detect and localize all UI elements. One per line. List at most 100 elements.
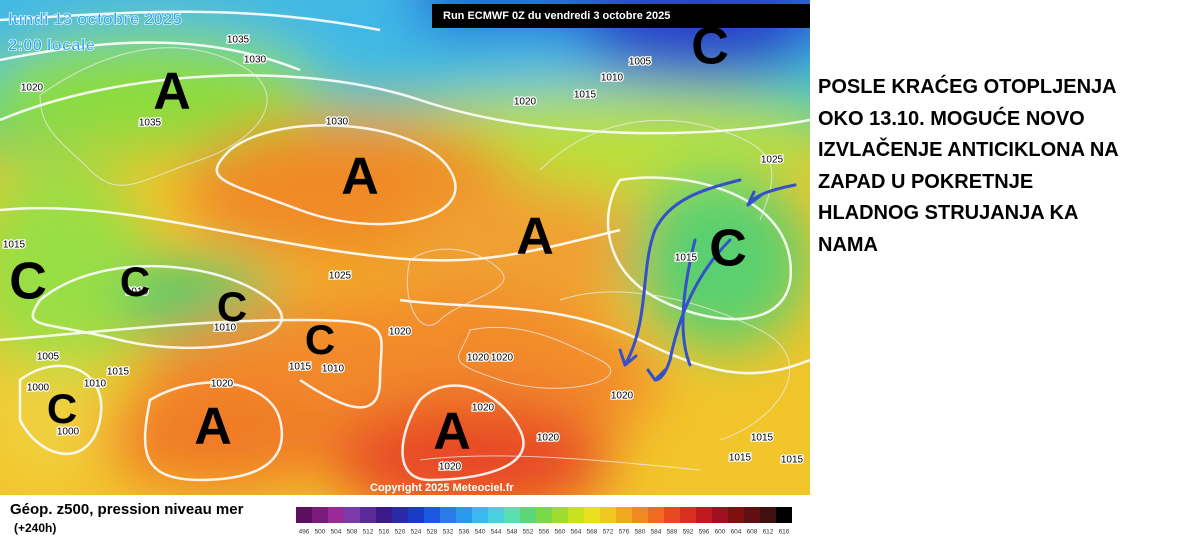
color-swatch <box>776 507 792 523</box>
scale-label: 592 <box>683 529 694 536</box>
isobar-label: 1020 <box>439 462 462 473</box>
isobar-label: 1010 <box>322 364 345 375</box>
color-swatch <box>488 507 504 523</box>
isobar-label: 1035 <box>139 118 162 129</box>
color-swatch <box>344 507 360 523</box>
isobar-label: 1000 <box>57 427 80 438</box>
scale-label: 532 <box>443 529 454 536</box>
weather-map: Run ECMWF 0Z du vendredi 3 octobre 2025 … <box>0 0 810 495</box>
color-swatch <box>520 507 536 523</box>
isobar-label: 1020 <box>491 353 514 364</box>
scale-label: 612 <box>763 529 774 536</box>
color-swatch <box>728 507 744 523</box>
color-swatch <box>392 507 408 523</box>
time-label: 2:00 locale <box>8 35 95 54</box>
color-swatch <box>760 507 776 523</box>
color-swatch <box>680 507 696 523</box>
pressure-system: A <box>153 63 191 121</box>
scale-label: 500 <box>315 529 326 536</box>
color-swatch <box>424 507 440 523</box>
isobar-label: 1015 <box>675 253 698 264</box>
isobar-label: 1010 <box>126 287 149 298</box>
scale-label: 556 <box>539 529 550 536</box>
isobar-label: 1020 <box>211 379 234 390</box>
scale-label: 496 <box>299 529 310 536</box>
scale-label: 560 <box>555 529 566 536</box>
isobar-label: 1035 <box>227 35 250 46</box>
hand-drawn-arrows <box>618 178 797 382</box>
pressure-system: C <box>217 283 247 330</box>
scale-label: 536 <box>459 529 470 536</box>
scale-label: 508 <box>347 529 358 536</box>
field <box>0 0 810 495</box>
scale-label: 608 <box>747 529 758 536</box>
pressure-system: C <box>120 258 150 305</box>
isobar-label: 1015 <box>729 453 752 464</box>
scale-label: 616 <box>779 529 790 536</box>
pressure-system: A <box>516 208 554 266</box>
scale-label: 572 <box>603 529 614 536</box>
isobar-label: 1005 <box>629 57 652 68</box>
legend: Géop. z500, pression niveau mer (+240h) … <box>10 501 792 536</box>
color-swatch <box>616 507 632 523</box>
scale-label: 596 <box>699 529 710 536</box>
color-swatch <box>296 507 312 523</box>
note-line: NAMA <box>818 233 878 256</box>
scale-label: 564 <box>571 529 582 536</box>
color-swatch <box>472 507 488 523</box>
pressure-system: C <box>9 253 47 311</box>
isobar-label: 1015 <box>751 433 774 444</box>
pressure-system: C <box>709 220 747 278</box>
isobar-label: 1015 <box>289 362 312 373</box>
isobar-label: 1000 <box>27 383 50 394</box>
copyright: Copyright 2025 Meteociel.fr <box>370 482 514 494</box>
color-swatch <box>360 507 376 523</box>
color-swatch <box>664 507 680 523</box>
isobars <box>0 10 810 482</box>
scale-label: 504 <box>331 529 342 536</box>
scale-label: 600 <box>715 529 726 536</box>
scale-label: 588 <box>667 529 678 536</box>
isobar-label: 1015 <box>574 90 597 101</box>
pressure-system: C <box>691 18 729 76</box>
isobar-label: 1015 <box>3 240 26 251</box>
note-line: OKO 13.10. MOGUĆE NOVO <box>818 107 1085 130</box>
scale-label: 540 <box>475 529 486 536</box>
scale-label: 576 <box>619 529 630 536</box>
color-swatch <box>648 507 664 523</box>
isobar-label: 1020 <box>472 403 495 414</box>
isobar-label: 1015 <box>781 455 804 466</box>
note-line: HLADNOG STRUJANJA KA <box>818 202 1079 224</box>
color-swatch <box>312 507 328 523</box>
lead-time: (+240h) <box>14 521 56 535</box>
pressure-system: C <box>305 316 335 363</box>
color-swatch <box>632 507 648 523</box>
scale-label: 584 <box>651 529 662 536</box>
color-swatch <box>552 507 568 523</box>
isobar-label: 1030 <box>326 117 349 128</box>
color-swatch <box>584 507 600 523</box>
color-swatch <box>504 507 520 523</box>
run-label: Run ECMWF 0Z du vendredi 3 octobre 2025 <box>443 10 670 22</box>
isobar-label: 1010 <box>84 379 107 390</box>
pressure-system: A <box>433 403 471 461</box>
color-swatch <box>456 507 472 523</box>
color-swatch <box>376 507 392 523</box>
scale-label: 580 <box>635 529 646 536</box>
isobar-label: 1020 <box>611 391 634 402</box>
isobar-label: 1020 <box>21 83 44 94</box>
isobar-label: 1020 <box>467 353 490 364</box>
scale-label: 528 <box>427 529 438 536</box>
date-label: lundi 13 octobre 2025 <box>8 9 182 28</box>
note-line: ZAPAD U POKRETNJE <box>818 170 1034 193</box>
color-swatch <box>696 507 712 523</box>
isobar-label: 1025 <box>761 155 784 166</box>
color-swatch <box>440 507 456 523</box>
color-swatch <box>744 507 760 523</box>
scale-label: 520 <box>395 529 406 536</box>
isobar-label: 1030 <box>244 55 267 66</box>
scale-label: 544 <box>491 529 502 536</box>
coastlines <box>39 47 791 471</box>
scale-label: 524 <box>411 529 422 536</box>
